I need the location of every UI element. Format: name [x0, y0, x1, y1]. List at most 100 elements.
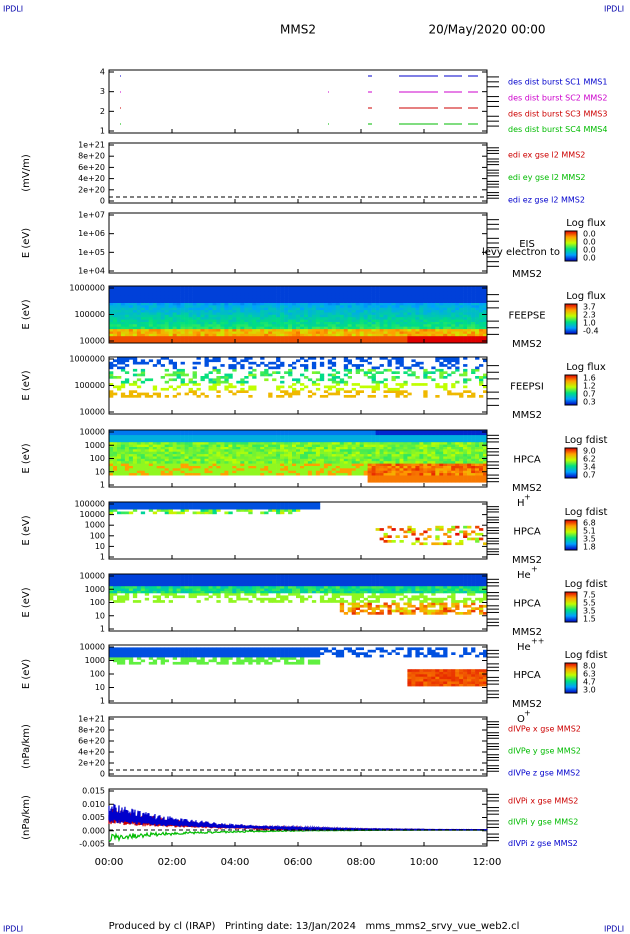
spectrogram-cell	[427, 314, 432, 318]
spectrogram-cell	[479, 468, 484, 471]
spectrogram-cell	[256, 470, 261, 474]
spectrogram-cell	[109, 437, 114, 440]
spectrogram-cell	[315, 430, 321, 433]
spectrogram-cell	[113, 295, 118, 299]
spectrogram-cell	[431, 340, 436, 344]
colorbar-tick-label: 1.6	[583, 374, 596, 383]
spectrogram-cell	[323, 453, 329, 457]
spectrogram-cell	[331, 316, 337, 320]
spectrogram-cell	[359, 333, 364, 337]
spectrogram-cell	[483, 316, 488, 320]
spectrogram-cell	[280, 451, 285, 455]
spectrogram-cell	[212, 449, 217, 452]
spectrogram-cell	[447, 373, 452, 377]
spectrogram-cell	[240, 446, 245, 450]
spectrogram-cell	[431, 458, 436, 462]
spectrogram-cell	[359, 295, 364, 299]
spectrogram-cell	[451, 479, 456, 483]
spectrogram-cell	[216, 456, 221, 459]
spectrogram-cell	[403, 390, 408, 393]
spectrogram-cell	[160, 305, 165, 308]
spectrogram-cell	[483, 333, 488, 337]
spectrogram-cell	[109, 465, 114, 469]
spectrogram-cell	[132, 463, 138, 466]
spectrogram-cell	[315, 470, 321, 474]
spectrogram-cell	[109, 390, 114, 393]
spectrogram-cell	[300, 387, 305, 391]
spectrogram-cell	[113, 472, 118, 476]
spectrogram-cell	[132, 441, 138, 445]
spectrogram-cell	[419, 432, 424, 436]
y-tick-label: 4	[100, 68, 105, 77]
spectrogram-cell	[180, 470, 185, 474]
spectrogram-cell	[208, 321, 213, 325]
spectrogram-cell	[272, 328, 277, 332]
spectrogram-cell	[232, 290, 237, 294]
spectrogram-cell	[240, 465, 245, 469]
spectrogram-cell	[331, 364, 337, 367]
spectrogram-cell	[343, 340, 349, 344]
spectrogram-cell	[276, 441, 281, 445]
spectrogram-cell	[264, 295, 269, 299]
spectrogram-cell	[200, 378, 205, 382]
spectrogram-cell	[363, 333, 368, 337]
spectrogram-cell	[148, 288, 154, 292]
spectrogram-cell	[411, 335, 416, 339]
spectrogram-cell	[403, 324, 408, 327]
spectrogram-cell	[224, 453, 229, 457]
spectrogram-cell	[311, 293, 317, 296]
spectrogram-cell	[311, 305, 317, 308]
spectrogram-cell	[439, 368, 444, 372]
spectrogram-cell	[180, 434, 185, 438]
spectrogram-cell	[363, 319, 368, 322]
spectrogram-cell	[331, 302, 337, 306]
spectrogram-cell	[347, 290, 352, 294]
spectrogram-cell	[363, 437, 368, 440]
spectrogram-cell	[304, 321, 309, 325]
spectrogram-cell	[248, 373, 253, 377]
spectrogram-cell	[216, 368, 221, 372]
instrument: MMS2	[512, 483, 542, 494]
spectrogram-cell	[120, 368, 126, 372]
spectrogram-cell	[319, 314, 325, 318]
spectrogram-cell	[479, 316, 484, 320]
spectrogram-cell	[315, 288, 321, 292]
spectrogram-cell	[280, 293, 285, 296]
spectrogram-cell	[236, 460, 241, 464]
spectrogram-cell	[176, 463, 181, 466]
spectrogram-cell	[109, 434, 114, 438]
spectrogram-cell	[228, 314, 233, 318]
spectrogram-cell	[383, 297, 388, 301]
spectrogram-cell	[208, 331, 213, 334]
spectrogram-cell	[347, 361, 352, 365]
spectrogram-cell	[383, 458, 388, 462]
spectrogram-cell	[367, 340, 372, 344]
spectrogram-cell	[391, 463, 396, 466]
spectrogram-cell	[264, 331, 269, 334]
spectrogram-cell	[467, 309, 472, 313]
spectrogram-cell	[180, 378, 185, 382]
spectrogram-cell	[196, 451, 201, 455]
spectrogram-cell	[463, 439, 468, 443]
spectrogram-cell	[471, 456, 476, 459]
spectrogram-cell	[407, 286, 412, 289]
spectrogram-cell	[124, 463, 130, 466]
spectrogram-cell	[327, 338, 333, 341]
spectrogram-cell	[475, 295, 480, 299]
spectrogram-cell	[391, 460, 396, 464]
spectrogram-cell	[475, 434, 480, 438]
spectrogram-cell	[319, 288, 325, 292]
spectrogram-cell	[323, 430, 329, 433]
spectrogram-cell	[463, 456, 468, 459]
spectrogram-cell	[479, 307, 484, 311]
spectrogram-cell	[411, 340, 416, 344]
spectrogram-cell	[383, 472, 388, 476]
spectrogram-cell	[216, 463, 221, 466]
spectrogram-cell	[192, 373, 197, 377]
spectrogram-cell	[172, 331, 177, 334]
spectrogram-cell	[164, 312, 169, 315]
spectrogram-cell	[140, 446, 146, 450]
spectrogram-cell	[200, 290, 205, 294]
spectrogram-cell	[124, 446, 130, 450]
spectrogram-cell	[240, 340, 245, 344]
